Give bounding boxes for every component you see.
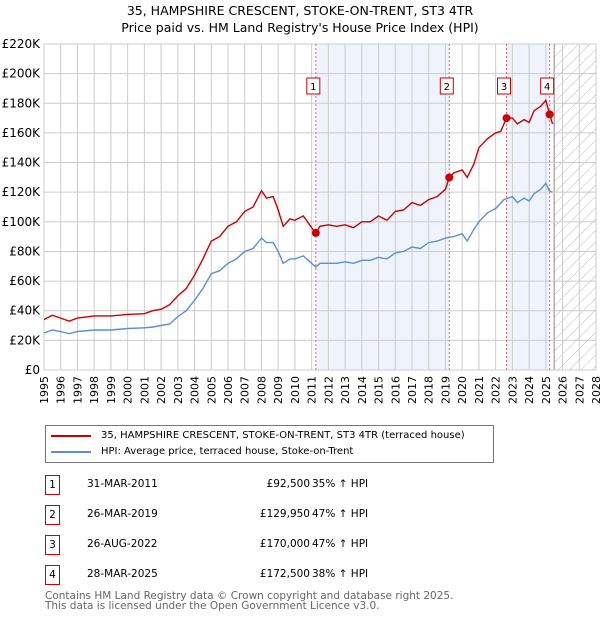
- sale-price: £129,950: [259, 508, 310, 520]
- legend-label: 35, HAMPSHIRE CRESCENT, STOKE-ON-TRENT, …: [101, 430, 465, 441]
- x-tick-label: 2012: [322, 376, 335, 404]
- sale-label-box: [540, 77, 555, 95]
- x-tick-label: 2016: [389, 376, 402, 404]
- x-tick-label: 2013: [339, 376, 352, 404]
- y-tick-label: £20K: [9, 333, 41, 347]
- x-tick-label: 1996: [55, 376, 68, 404]
- y-tick-label: £180K: [2, 96, 42, 110]
- legend-item-hpi: HPI: Average price, terraced house, Stok…: [51, 446, 353, 457]
- legend-swatch-blue: [51, 450, 91, 453]
- x-tick-label: 1998: [88, 376, 101, 404]
- sale-hpi-change: 38% ↑ HPI: [312, 568, 369, 580]
- x-tick-label: 2022: [490, 376, 503, 404]
- x-tick-label: 2026: [557, 376, 570, 404]
- x-tick-label: 2019: [439, 376, 452, 404]
- x-tick-label: 2024: [523, 376, 536, 404]
- x-tick-label: 2027: [573, 376, 586, 404]
- chart-legend: 35, HAMPSHIRE CRESCENT, STOKE-ON-TRENT, …: [45, 425, 494, 463]
- sale-number: 1: [45, 475, 60, 495]
- x-tick-label: 2011: [306, 376, 319, 404]
- x-tick-label: 2003: [172, 376, 185, 404]
- x-tick-label: 2000: [122, 376, 135, 404]
- y-tick-label: £140K: [2, 156, 42, 170]
- sale-date: 28-MAR-2025: [87, 568, 158, 580]
- sale-point: [445, 173, 454, 182]
- x-tick-label: 2010: [289, 376, 302, 404]
- x-tick-label: 1995: [38, 376, 51, 404]
- legend-item-property: 35, HAMPSHIRE CRESCENT, STOKE-ON-TRENT, …: [51, 430, 465, 441]
- sale-date: 31-MAR-2011: [87, 478, 158, 490]
- sale-label-box: [497, 77, 512, 95]
- x-tick-label: 2005: [205, 376, 218, 404]
- shaded-ownership-period: [315, 44, 450, 370]
- x-tick-label: 2018: [423, 376, 436, 404]
- y-tick-label: £0: [25, 363, 40, 377]
- sale-point: [311, 228, 320, 237]
- sale-label-box: [439, 77, 454, 95]
- sale-hpi-change: 47% ↑ HPI: [312, 508, 369, 520]
- y-tick-label: £40K: [9, 304, 41, 318]
- sale-label-number: 2: [444, 82, 450, 93]
- y-tick-label: £200K: [2, 67, 42, 81]
- y-tick-label: £60K: [9, 274, 41, 288]
- x-tick-label: 2008: [255, 376, 268, 404]
- y-tick-label: £100K: [2, 215, 42, 229]
- sale-price: £170,000: [259, 538, 310, 550]
- footer-licence: This data is licensed under the Open Gov…: [45, 600, 380, 612]
- sale-point: [502, 114, 511, 123]
- price-chart: 1995 1996 1997 1998 1999 2000 2001 2002 2003 2004…: [2, 37, 600, 404]
- x-tick-label: 2020: [456, 376, 469, 404]
- legend-swatch-red: [51, 434, 91, 437]
- sale-number: 3: [45, 535, 60, 555]
- x-tick-label: 2015: [373, 376, 386, 404]
- x-tick-label: 1999: [105, 376, 118, 404]
- sale-date: 26-MAR-2019: [87, 508, 158, 520]
- legend-label: HPI: Average price, terraced house, Stok…: [101, 446, 354, 457]
- sale-price: £92,500: [266, 478, 310, 490]
- sale-label-number: 3: [501, 82, 507, 93]
- sale-label-number: 4: [544, 82, 550, 93]
- sale-hpi-change: 47% ↑ HPI: [312, 538, 369, 550]
- x-tick-label: 2017: [406, 376, 419, 404]
- y-tick-label: £160K: [2, 126, 42, 140]
- sale-label-number: 1: [310, 82, 316, 93]
- y-tick-label: £220K: [2, 37, 42, 51]
- sale-date: 26-AUG-2022: [87, 538, 158, 550]
- sale-point: [545, 110, 554, 119]
- x-tick-label: 2021: [473, 376, 486, 404]
- x-tick-label: 2007: [239, 376, 252, 404]
- sale-price: £172,500: [259, 568, 310, 580]
- future-hatch-region: [554, 44, 596, 370]
- y-tick-label: £120K: [2, 185, 42, 199]
- sale-number: 2: [45, 505, 60, 525]
- sale-number: 4: [45, 565, 60, 585]
- sale-hpi-change: 35% ↑ HPI: [312, 478, 369, 490]
- y-tick-label: £80K: [9, 244, 41, 258]
- property-price-line: [43, 98, 554, 322]
- x-tick-label: 2023: [506, 376, 519, 404]
- x-tick-label: 2001: [138, 376, 151, 404]
- hpi-line: [43, 182, 553, 335]
- x-tick-label: 2025: [540, 376, 553, 404]
- x-tick-label: 2004: [189, 376, 202, 404]
- sale-label-box: [306, 77, 321, 95]
- chart-subtitle: Price paid vs. HM Land Registry's House …: [121, 20, 479, 35]
- x-tick-label: 2028: [590, 376, 600, 404]
- x-tick-label: 2009: [272, 376, 285, 404]
- x-tick-label: 2006: [222, 376, 235, 404]
- x-tick-label: 1997: [71, 376, 84, 404]
- x-tick-label: 2002: [155, 376, 168, 404]
- chart-title: 35, HAMPSHIRE CRESCENT, STOKE-ON-TRENT, …: [126, 3, 474, 18]
- footer-copyright: Contains HM Land Registry data © Crown c…: [45, 590, 454, 602]
- shaded-ownership-period: [506, 44, 550, 370]
- x-tick-label: 2014: [356, 376, 369, 404]
